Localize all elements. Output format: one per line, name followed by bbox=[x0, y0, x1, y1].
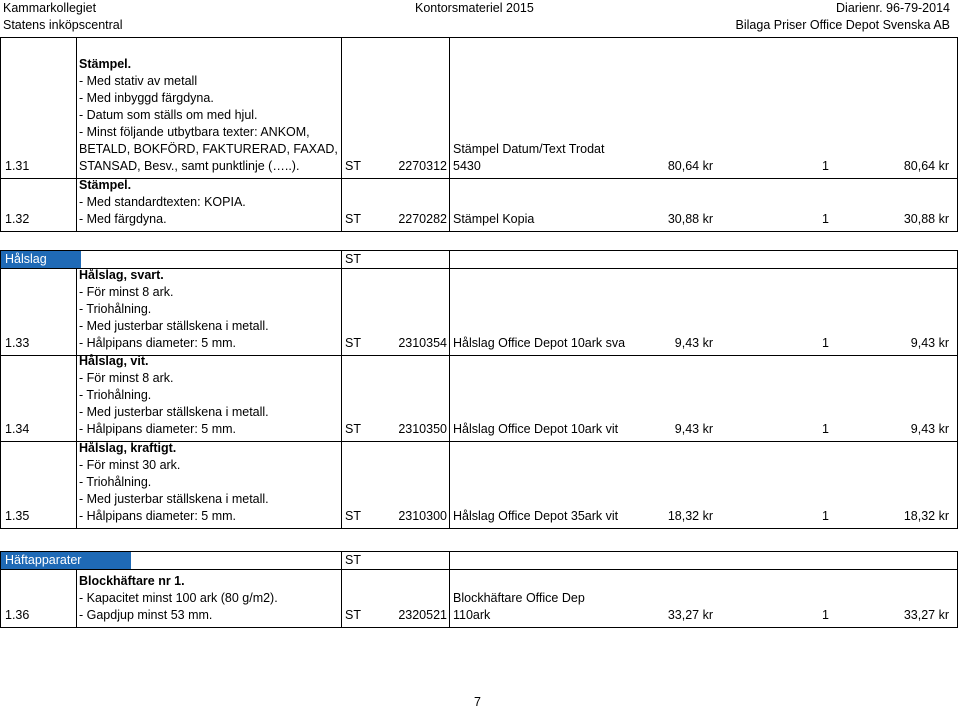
row-unit: ST bbox=[345, 159, 361, 173]
row-desc-body: - Kapacitet minst 100 ark (80 g/m2). - G… bbox=[79, 591, 278, 622]
row-desc-body: - För minst 30 ark. - Triohålning. - Med… bbox=[79, 458, 269, 523]
row-desc-head: Blockhäftare nr 1. bbox=[79, 574, 185, 588]
row-total: 9,43 kr bbox=[910, 336, 949, 350]
table-row: 1.32 Stämpel. - Med standardtexten: KOPIA… bbox=[0, 178, 958, 232]
row-total: 18,32 kr bbox=[903, 509, 949, 523]
row-article-number: 2310300 bbox=[398, 509, 447, 523]
section-header-haftapparater: Häftapparater ST bbox=[0, 551, 958, 570]
row-price: 9,43 kr bbox=[674, 422, 713, 436]
row-quantity: 1 bbox=[822, 159, 829, 173]
row-number: 1.32 bbox=[5, 212, 30, 226]
row-article-number: 2310354 bbox=[398, 336, 447, 350]
header-org: Kammarkollegiet bbox=[3, 1, 97, 15]
row-description: Hålslag, svart. - För minst 8 ark. - Trio… bbox=[79, 267, 269, 352]
row-quantity: 1 bbox=[822, 608, 829, 622]
row-number: 1.35 bbox=[5, 509, 30, 523]
section-title: Häftapparater bbox=[1, 552, 131, 569]
row-article-number: 2320521 bbox=[398, 608, 447, 622]
row-unit: ST bbox=[345, 422, 361, 436]
row-desc-body: - För minst 8 ark. - Triohålning. - Med … bbox=[79, 285, 269, 350]
row-description: Stämpel. - Med standardtexten: KOPIA. - M… bbox=[79, 177, 246, 228]
row-product: Hålslag Office Depot 10ark sva bbox=[453, 336, 626, 350]
row-desc-body: - För minst 8 ark. - Triohålning. - Med … bbox=[79, 371, 269, 436]
table-row: 1.35 Hålslag, kraftigt. - För minst 30 ar… bbox=[0, 441, 958, 529]
row-product: Hålslag Office Depot 10ark vit bbox=[453, 422, 619, 436]
row-desc-head: Hålslag, kraftigt. bbox=[79, 441, 177, 455]
row-unit: ST bbox=[345, 509, 361, 523]
row-desc-body: - Med standardtexten: KOPIA. - Med färgd… bbox=[79, 195, 246, 226]
row-price: 80,64 kr bbox=[667, 159, 713, 173]
header-diarienr: Diarienr. 96-79-2014 bbox=[836, 1, 950, 15]
row-desc-head: Hålslag, vit. bbox=[79, 354, 149, 368]
row-product: Blockhäftare Office Dep 110ark bbox=[453, 591, 585, 622]
row-price: 18,32 kr bbox=[667, 509, 713, 523]
row-price: 33,27 kr bbox=[667, 608, 713, 622]
row-product: Stämpel Datum/Text Trodat 5430 bbox=[453, 142, 605, 173]
row-number: 1.33 bbox=[5, 336, 30, 350]
header-suborg: Statens inköpscentral bbox=[3, 18, 123, 32]
row-description: Blockhäftare nr 1. - Kapacitet minst 100 … bbox=[79, 573, 278, 624]
section-title: Hålslag bbox=[1, 251, 81, 268]
row-quantity: 1 bbox=[822, 422, 829, 436]
row-product: Stämpel Kopia bbox=[453, 212, 535, 226]
row-unit: ST bbox=[345, 608, 361, 622]
section-unit: ST bbox=[345, 252, 361, 266]
section-unit: ST bbox=[345, 553, 361, 567]
header-title: Kontorsmateriel 2015 bbox=[415, 1, 534, 15]
page-header-line-2: Statens inköpscentral Bilaga Priser Offi… bbox=[0, 17, 960, 34]
row-number: 1.31 bbox=[5, 159, 30, 173]
row-quantity: 1 bbox=[822, 212, 829, 226]
row-desc-head: Stämpel. bbox=[79, 57, 132, 71]
table-row: 1.36 Blockhäftare nr 1. - Kapacitet minst… bbox=[0, 569, 958, 628]
header-bilaga: Bilaga Priser Office Depot Svenska AB bbox=[735, 18, 950, 32]
row-unit: ST bbox=[345, 212, 361, 226]
row-quantity: 1 bbox=[822, 336, 829, 350]
row-description: Hålslag, vit. - För minst 8 ark. - Triohå… bbox=[79, 353, 269, 438]
row-total: 33,27 kr bbox=[903, 608, 949, 622]
row-unit: ST bbox=[345, 336, 361, 350]
table-row: 1.34 Hålslag, vit. - För minst 8 ark. - T… bbox=[0, 353, 958, 442]
row-desc-body: - Med stativ av metall - Med inbyggd fär… bbox=[79, 74, 338, 173]
row-article-number: 2270312 bbox=[398, 159, 447, 173]
row-price: 9,43 kr bbox=[674, 336, 713, 350]
row-article-number: 2310350 bbox=[398, 422, 447, 436]
page-number: 7 bbox=[474, 695, 481, 709]
row-total: 30,88 kr bbox=[903, 212, 949, 226]
row-price: 30,88 kr bbox=[667, 212, 713, 226]
row-product: Hålslag Office Depot 35ark vit bbox=[453, 509, 619, 523]
row-description: Stämpel. - Med stativ av metall - Med inb… bbox=[79, 56, 338, 175]
row-number: 1.36 bbox=[5, 608, 30, 622]
row-number: 1.34 bbox=[5, 422, 30, 436]
row-description: Hålslag, kraftigt. - För minst 30 ark. - … bbox=[79, 440, 269, 525]
row-total: 9,43 kr bbox=[910, 422, 949, 436]
row-desc-head: Hålslag, svart. bbox=[79, 268, 164, 282]
row-desc-head: Stämpel. bbox=[79, 178, 132, 192]
row-total: 80,64 kr bbox=[903, 159, 949, 173]
page-header-line-1: Kammarkollegiet Kontorsmateriel 2015 Dia… bbox=[0, 0, 960, 17]
row-article-number: 2270282 bbox=[398, 212, 447, 226]
table-row: 1.31 Stämpel. - Med stativ av metall - Me… bbox=[0, 37, 958, 179]
table-row: 1.33 Hålslag, svart. - För minst 8 ark. -… bbox=[0, 268, 958, 356]
row-quantity: 1 bbox=[822, 509, 829, 523]
